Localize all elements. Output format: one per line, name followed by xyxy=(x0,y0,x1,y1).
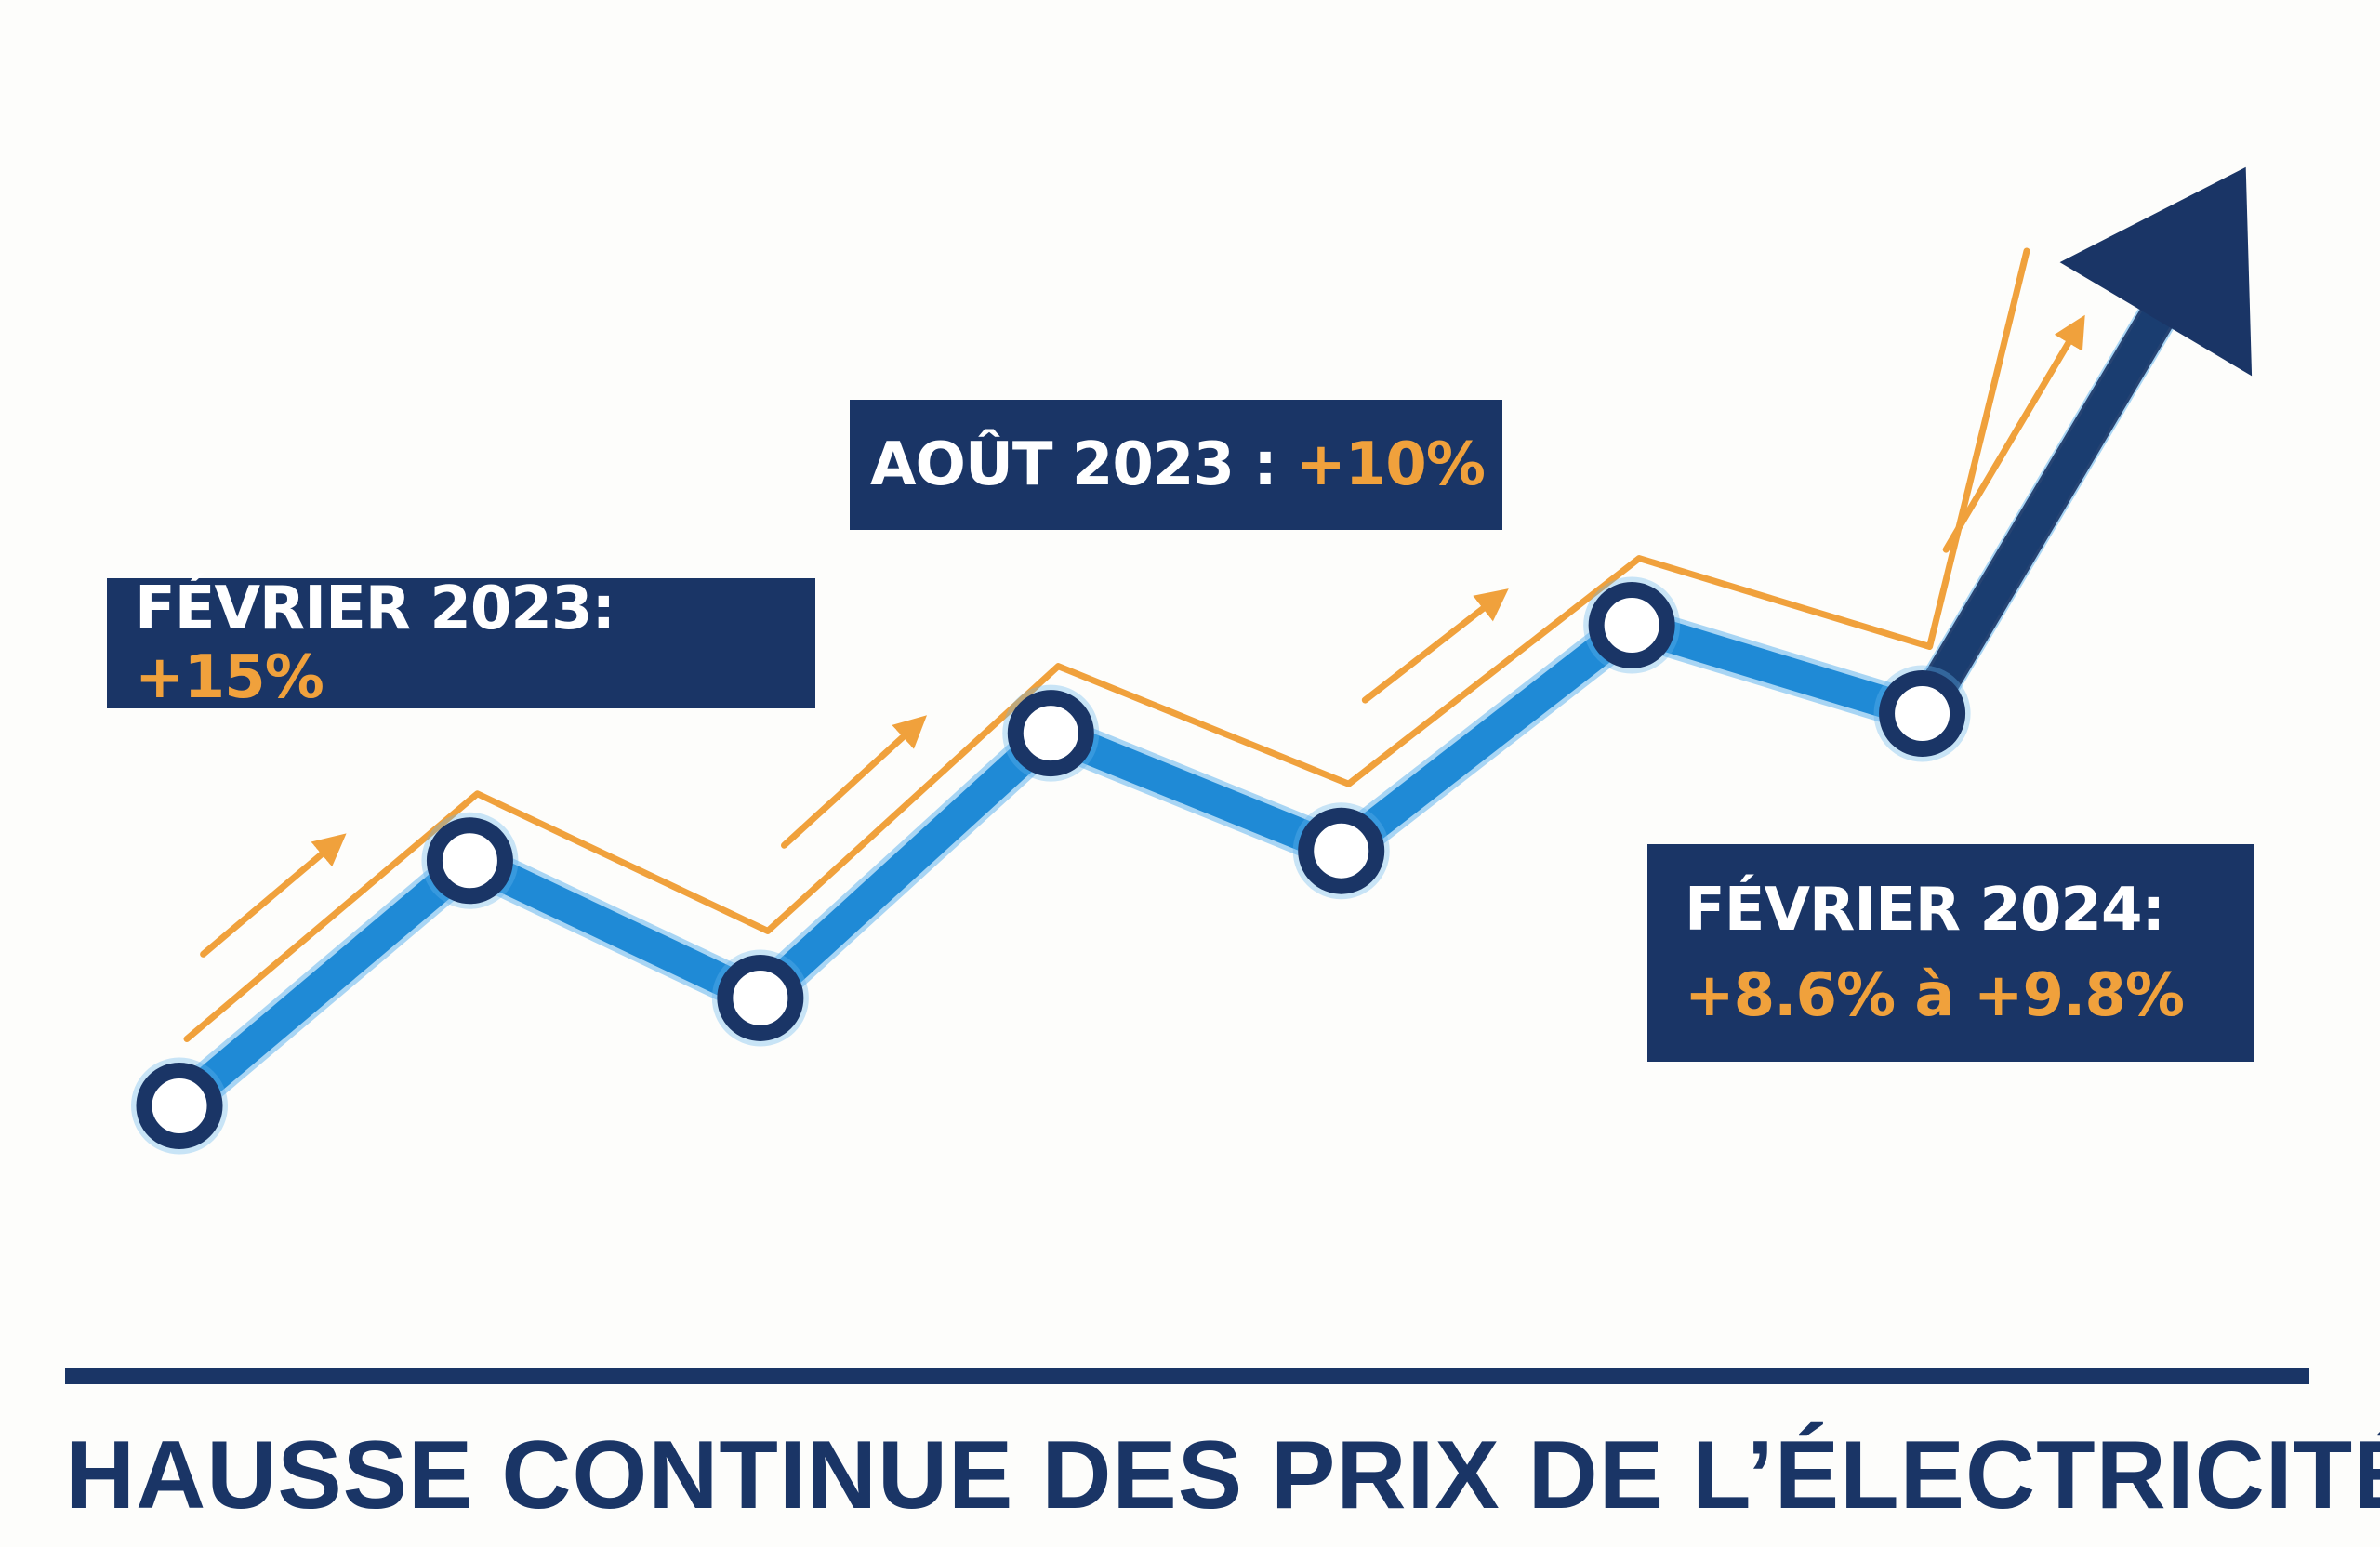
data-point-1 xyxy=(136,1063,223,1149)
annotation-period: AOÛT 2023 : xyxy=(870,430,1277,499)
orange-rise-arrow xyxy=(200,833,347,958)
title-divider xyxy=(65,1368,2309,1384)
data-point-2 xyxy=(426,817,513,905)
annotation-change: +15% xyxy=(135,643,324,712)
blue-trend-layer xyxy=(159,166,2253,1127)
annotation-change: +8.6% à +9.8% xyxy=(1685,961,2185,1030)
annotation-period: FÉVRIER 2024: xyxy=(1685,876,2165,945)
chart-title: HAUSSE CONTINUE DES PRIX DE L’ÉLECTRICIT… xyxy=(65,1421,2380,1529)
data-point-4 xyxy=(1007,690,1094,777)
annotation-change: +10% xyxy=(1296,430,1486,499)
orange-trend-line xyxy=(183,247,2030,1042)
data-point-markers xyxy=(131,576,1971,1155)
trend-line xyxy=(164,207,2228,1122)
data-point-3 xyxy=(717,954,804,1041)
data-point-5 xyxy=(1298,807,1385,894)
annotation-period: FÉVRIER 2023: xyxy=(135,575,615,643)
annotation-fevrier-2024: FÉVRIER 2024: +8.6% à +9.8% xyxy=(1647,844,2254,1062)
orange-rise-arrow xyxy=(1361,588,1509,704)
orange-rise-arrow xyxy=(1942,314,2085,553)
orange-trend-layer xyxy=(183,247,2085,1042)
annotation-fevrier-2023: FÉVRIER 2023: +15% xyxy=(107,575,815,712)
annotation-aout-2023: AOÛT 2023 : +10% xyxy=(850,400,1502,530)
trend-arrowhead xyxy=(2059,166,2253,377)
trend-final-segment xyxy=(1903,252,2203,733)
data-point-6 xyxy=(1588,582,1675,669)
data-point-7 xyxy=(1879,670,1966,757)
orange-rise-arrow xyxy=(780,715,928,849)
